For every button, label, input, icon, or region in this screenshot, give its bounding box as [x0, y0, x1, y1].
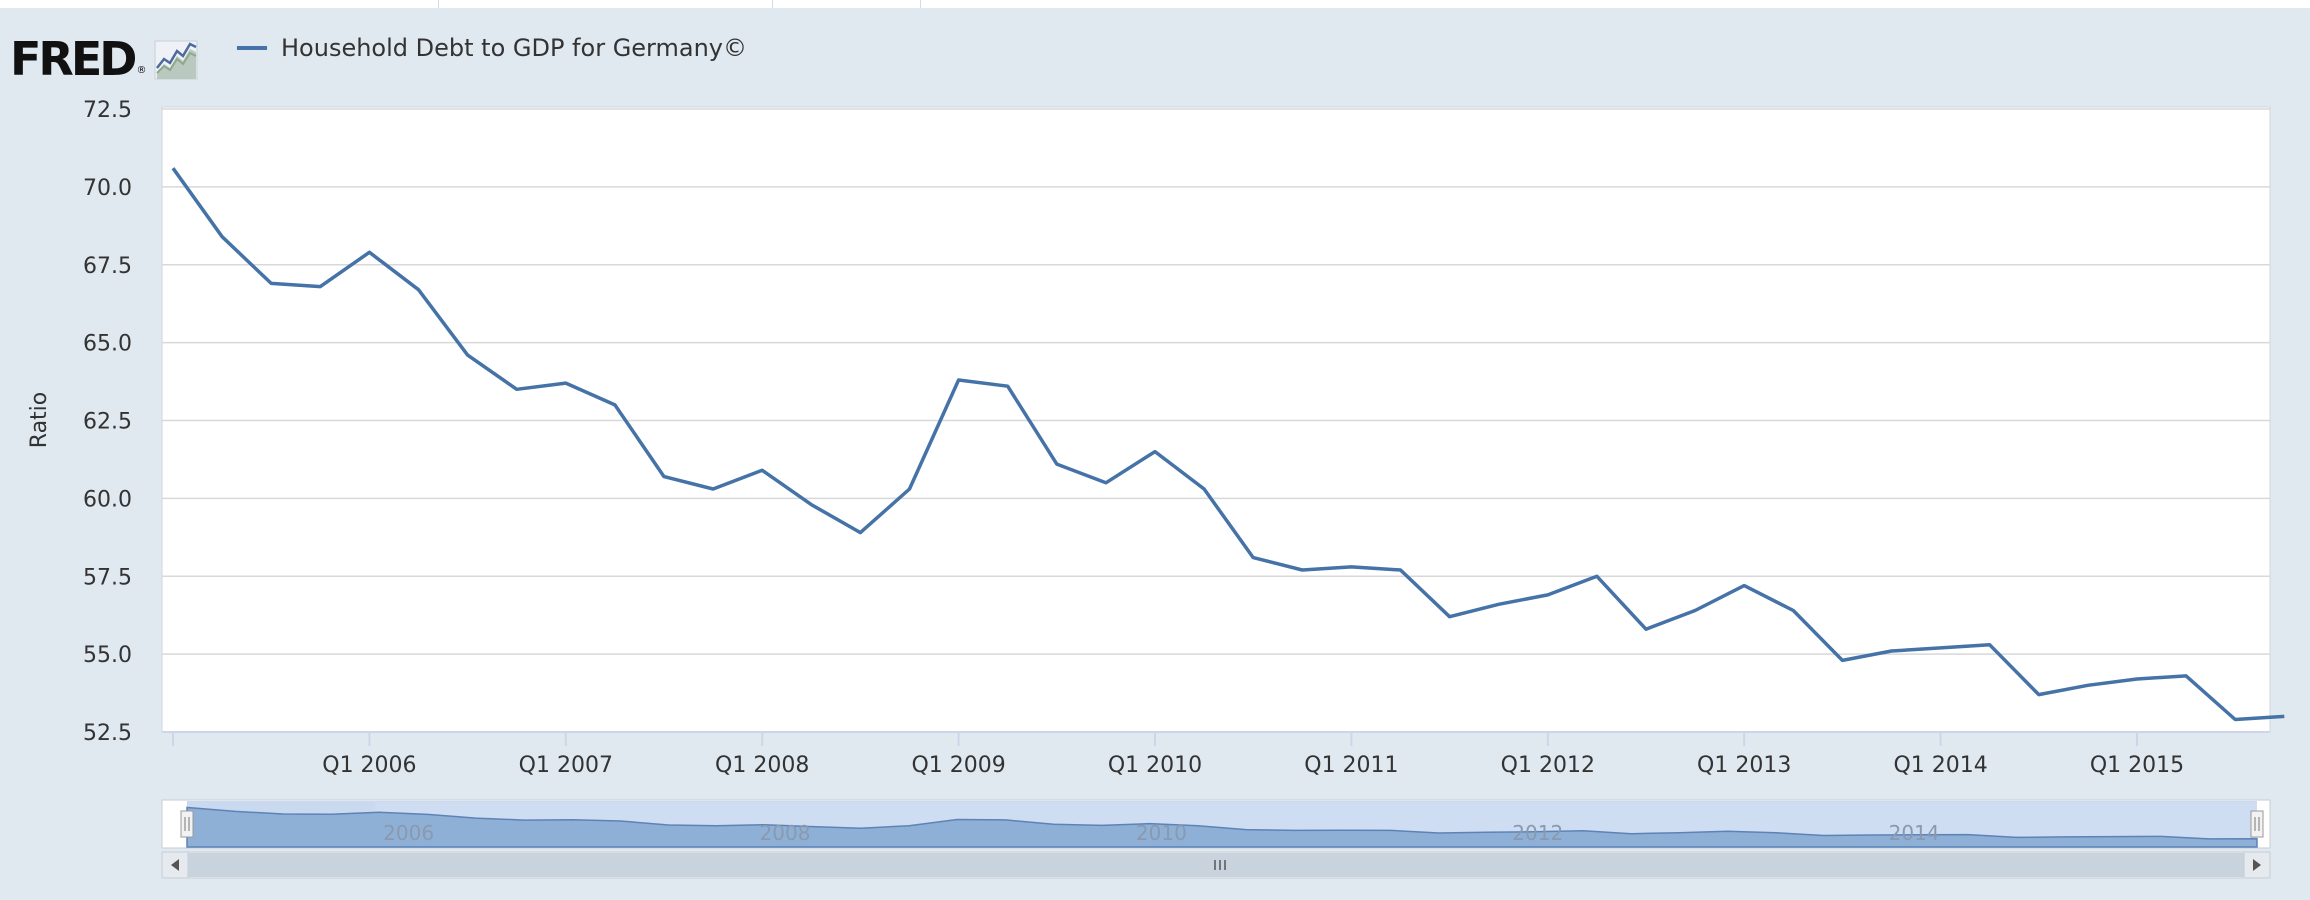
fred-logo-text: FRED — [10, 32, 137, 86]
navigator-year-label: 2014 — [1889, 821, 1940, 845]
navigator-handle-left[interactable] — [180, 810, 194, 838]
navigator-year-label: 2010 — [1136, 821, 1187, 845]
y-tick-label: 55.0 — [83, 643, 132, 668]
legend-label: Household Debt to GDP for Germany© — [281, 34, 747, 62]
x-tick-label: Q1 2015 — [2090, 753, 2184, 778]
y-tick-label: 65.0 — [83, 332, 132, 357]
x-tick-label: Q1 2008 — [715, 753, 809, 778]
x-tick-label: Q1 2009 — [911, 753, 1005, 778]
y-tick-label: 72.5 — [83, 98, 132, 123]
legend-swatch — [237, 46, 267, 50]
x-tick-label: Q1 2013 — [1697, 753, 1791, 778]
scrollbar[interactable] — [161, 851, 2271, 879]
x-tick-label: Q1 2007 — [519, 753, 613, 778]
scroll-right-arrow-icon — [2253, 859, 2261, 871]
navigator-year-label: 2006 — [383, 821, 434, 845]
series-layer[interactable] — [171, 167, 2285, 722]
chart-legend[interactable]: Household Debt to GDP for Germany© — [237, 30, 747, 66]
x-tick-label: Q1 2010 — [1108, 753, 1202, 778]
line-chart-icon — [154, 40, 198, 80]
fred-logo-registered: ® — [136, 65, 147, 76]
series-line[interactable] — [171, 167, 2285, 722]
x-tick-label: Q1 2012 — [1501, 753, 1595, 778]
scroll-left-arrow-icon — [171, 859, 179, 871]
x-tick-label: Q1 2011 — [1304, 753, 1398, 778]
top-strip — [0, 0, 2310, 8]
y-tick-label: 57.5 — [83, 565, 132, 590]
x-tick-label: Q1 2014 — [1893, 753, 1987, 778]
fred-logo[interactable]: FRED ® — [10, 24, 198, 84]
y-axis-ticks: 52.5 55.0 57.5 60.0 62.5 65.0 67.5 70.0 72.5 — [83, 98, 132, 746]
plot-background — [161, 106, 2271, 733]
y-tick-label: 70.0 — [83, 176, 132, 201]
navigator[interactable]: 2006 2008 2010 2012 2014 — [161, 799, 2271, 849]
navigator-year-label: 2008 — [760, 821, 811, 845]
chart-header: FRED ® Household Debt to GDP for Germany… — [0, 8, 2310, 88]
top-strip-divider — [438, 0, 439, 8]
top-strip-divider — [920, 0, 921, 8]
scrollbar-thumb[interactable] — [188, 853, 2244, 877]
y-tick-label: 52.5 — [83, 721, 132, 746]
y-tick-label: 62.5 — [83, 410, 132, 435]
x-tick-label: Q1 2006 — [322, 753, 416, 778]
x-axis-ticks: Q1 2006 Q1 2007 Q1 2008 Q1 2009 Q1 2010 Q1 20… — [172, 732, 2184, 778]
navigator-labels: 2006 2008 2010 2012 2014 — [383, 821, 1939, 845]
y-axis-label: Ratio — [27, 392, 52, 448]
navigator-handle-right[interactable] — [2250, 810, 2264, 838]
y-tick-label: 60.0 — [83, 487, 132, 512]
navigator-year-label: 2012 — [1512, 821, 1563, 845]
y-tick-label: 67.5 — [83, 254, 132, 279]
navigator-series-area — [186, 806, 2258, 848]
top-strip-divider — [772, 0, 773, 8]
